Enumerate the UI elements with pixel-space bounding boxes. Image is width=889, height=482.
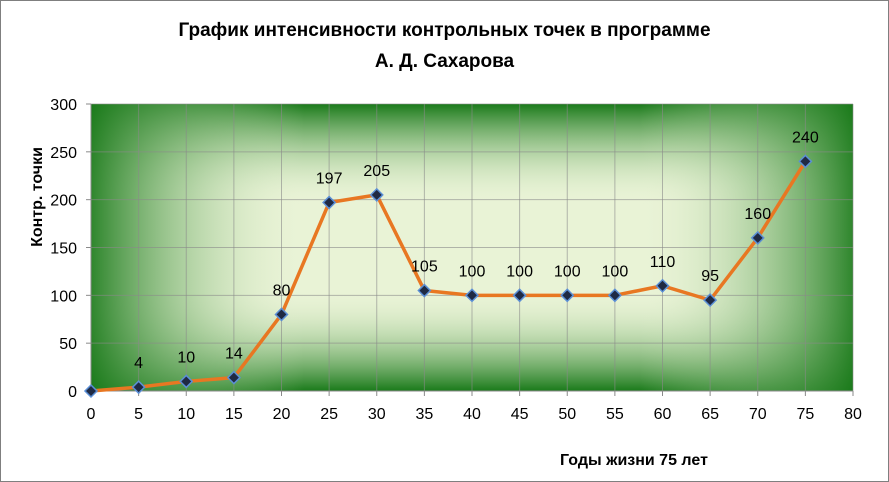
x-tick-label: 50: [558, 406, 576, 423]
data-label: 100: [459, 263, 486, 280]
data-label: 100: [554, 263, 581, 280]
y-tick-label: 150: [50, 241, 77, 258]
x-tick-label: 15: [225, 406, 243, 423]
data-label: 95: [701, 268, 719, 285]
data-point-marker: [179, 374, 194, 389]
data-point-marker: [464, 288, 480, 303]
data-point-marker: [226, 370, 241, 385]
data-label: 110: [650, 254, 676, 271]
data-label: 4: [134, 355, 143, 372]
data-label: 14: [225, 346, 243, 363]
x-tick-label: 40: [463, 406, 481, 423]
x-tick-label: 0: [87, 406, 96, 423]
x-tick-label: 25: [320, 406, 338, 423]
x-tick-label: 45: [511, 406, 529, 423]
y-tick-label: 0: [68, 384, 77, 401]
x-tick-label: 35: [415, 406, 433, 423]
data-label: 100: [602, 263, 629, 280]
data-point-marker: [417, 283, 432, 298]
data-label: 80: [273, 282, 291, 299]
data-point-marker: [750, 230, 765, 245]
y-tick-label: 300: [50, 97, 77, 114]
data-label: 240: [792, 129, 819, 146]
data-point-marker: [83, 383, 99, 399]
x-axis-label: Годы жизни 75 лет: [560, 452, 708, 469]
data-point-marker: [274, 307, 289, 322]
series-line: [90, 160, 807, 393]
data-point-marker: [560, 288, 575, 303]
data-point-marker: [607, 288, 622, 303]
data-point-marker: [655, 278, 670, 293]
data-label: 205: [363, 163, 390, 180]
axes: 0 5 10 15 20 25 30 35 40 45 50 55 60 65 70 75 80 0 50 100 15…: [50, 97, 862, 423]
x-tick-label: 20: [273, 406, 291, 423]
data-label: 100: [506, 263, 533, 280]
data-label: 197: [316, 171, 343, 188]
y-tick-label: 250: [50, 145, 77, 162]
chart-title-line1: График интенсивности контрольных точек в…: [178, 20, 711, 41]
data-point-marker: [798, 154, 813, 169]
y-axis-label: Контр. точки: [29, 147, 46, 247]
chart-title-line2: А. Д. Сахарова: [374, 51, 515, 72]
data-point-marker: [322, 195, 337, 210]
x-tick-label: 5: [134, 406, 143, 423]
y-tick-label: 200: [50, 193, 77, 210]
data-point-marker: [369, 187, 384, 202]
data-labels: 4 10 14 80 197 205 105 100 100 100 100 110 95 160 240: [134, 129, 819, 372]
data-label: 105: [411, 259, 438, 276]
y-tick-label: 50: [59, 336, 77, 353]
x-tick-label: 55: [606, 406, 624, 423]
x-tick-label: 65: [701, 406, 719, 423]
x-tick-label: 75: [796, 406, 814, 423]
x-tick-label: 60: [654, 406, 672, 423]
x-tick-label: 10: [177, 406, 195, 423]
x-tick-label: 30: [368, 406, 386, 423]
data-point-marker: [131, 380, 146, 395]
series: [83, 154, 813, 399]
data-label: 10: [177, 349, 195, 366]
y-tick-label: 100: [50, 288, 77, 305]
x-tick-label: 80: [844, 406, 862, 423]
data-point-marker: [512, 288, 527, 303]
data-label: 160: [744, 206, 771, 223]
x-tick-label: 70: [749, 406, 767, 423]
data-point-marker: [703, 293, 718, 308]
